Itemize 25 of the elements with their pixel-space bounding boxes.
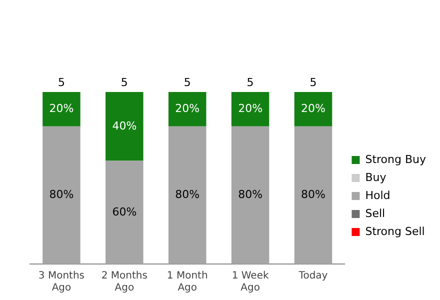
annotation: 5 bbox=[120, 76, 128, 89]
data-label: 60% bbox=[112, 205, 137, 218]
data-label: 20% bbox=[301, 102, 326, 116]
annotation: 5 bbox=[246, 76, 254, 89]
data-label: 20% bbox=[175, 102, 200, 116]
legend-label: Hold bbox=[365, 188, 390, 202]
data-label: 80% bbox=[49, 188, 74, 202]
data-label: 20% bbox=[238, 102, 263, 116]
x-tick-label: 1 Week Ago bbox=[232, 270, 269, 294]
legend-label: Buy bbox=[365, 170, 387, 184]
data-label: 80% bbox=[238, 188, 263, 202]
legend-label: Strong Buy bbox=[365, 152, 426, 166]
x-tick-label: 3 Months Ago bbox=[38, 270, 85, 294]
x-tick-label: 2 Months Ago bbox=[101, 270, 148, 294]
legend-label: Strong Sell bbox=[365, 224, 425, 238]
legend-label: Sell bbox=[365, 206, 386, 220]
x-tick-label: Today bbox=[298, 270, 328, 282]
data-label: 80% bbox=[175, 188, 200, 202]
annotation: 5 bbox=[184, 76, 191, 89]
annotation: 5 bbox=[310, 76, 317, 89]
data-label: 80% bbox=[301, 188, 326, 202]
data-label: 20% bbox=[49, 102, 74, 116]
x-tick-label: 1 Month Ago bbox=[166, 270, 208, 294]
annotation: 5 bbox=[58, 76, 65, 89]
data-label: 40% bbox=[112, 119, 137, 132]
